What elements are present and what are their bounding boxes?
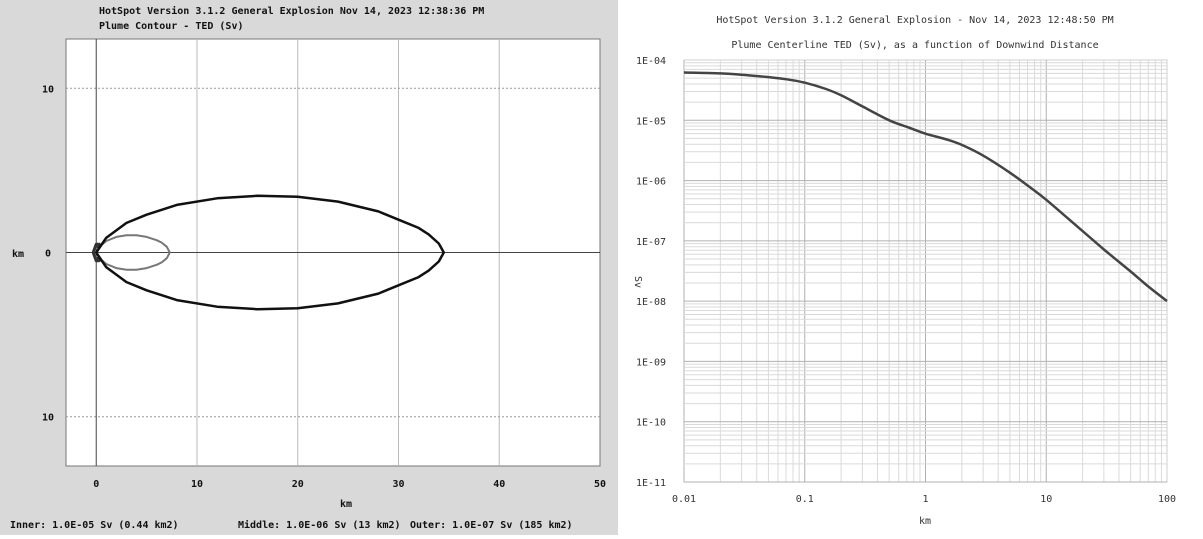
centerline-grid [683, 60, 1167, 483]
footer-middle-contour: Middle: 1.0E-06 Sv (13 km2) [238, 519, 401, 531]
contour-middle-curve [95, 234, 171, 271]
centerline-x-tick-label: 0.1 [796, 494, 814, 505]
centerline-y-tick-label: 1E-10 [636, 418, 666, 429]
centerline-x-axis-label: km [919, 516, 931, 527]
centerline-dose-line [683, 71, 1168, 303]
contour-y-axis-label: km [12, 249, 24, 260]
contour-chart-subtitle: Plume Contour - TED (Sv) [99, 21, 244, 32]
centerline-y-tick-label: 1E-07 [636, 237, 666, 248]
centerline-y-tick-label: 1E-11 [636, 478, 666, 489]
contour-y-tick-label: 10 [42, 84, 54, 95]
centerline-x-tick-label: 1 [922, 494, 928, 505]
centerline-panel: HotSpot Version 3.1.2 General Explosion … [621, 0, 1203, 535]
contour-grid [66, 39, 600, 466]
centerline-curve [683, 71, 1168, 303]
footer-outer-contour: Outer: 1.0E-07 Sv (185 km2) [410, 520, 573, 531]
centerline-chart: HotSpot Version 3.1.2 General Explosion … [632, 15, 1176, 527]
contour-y-tick-label: 10 [42, 413, 54, 424]
plume-contour-panel: HotSpot Version 3.1.2 General Explosion … [0, 0, 618, 535]
centerline-y-tick-label: 1E-09 [636, 357, 666, 368]
contour-x-tick-label: 40 [493, 479, 505, 490]
contour-outer-curve [94, 194, 446, 311]
contour-inner-curve [91, 242, 101, 263]
contour-tick-labels: 0 10 20 30 40 50 10 0 10 [42, 84, 606, 490]
contour-x-tick-label: 20 [292, 479, 304, 490]
centerline-tick-labels: 0.01 0.1 1 10 100 1E-04 1E-05 1E-06 1E-07 1E-08 1E… [636, 56, 1176, 505]
centerline-y-tick-label: 1E-08 [636, 297, 666, 308]
centerline-y-tick-label: 1E-05 [636, 116, 666, 127]
footer-inner-contour: Inner: 1.0E-05 Sv (0.44 km2) [10, 520, 179, 531]
contour-x-tick-label: 50 [594, 479, 606, 490]
contour-y-tick-label: 0 [45, 249, 51, 260]
contour-x-axis-label: km [340, 499, 352, 510]
centerline-x-tick-label: 0.01 [672, 494, 696, 505]
contour-x-tick-label: 30 [392, 479, 404, 490]
panel-divider [618, 0, 621, 535]
centerline-y-tick-label: 1E-06 [636, 177, 666, 188]
contour-chart-title: HotSpot Version 3.1.2 General Explosion … [99, 5, 484, 17]
centerline-y-tick-label: 1E-04 [636, 56, 666, 67]
centerline-x-tick-label: 10 [1040, 494, 1052, 505]
contour-x-tick-label: 0 [93, 479, 99, 490]
centerline-chart-title: HotSpot Version 3.1.2 General Explosion … [716, 15, 1113, 26]
centerline-x-tick-label: 100 [1158, 494, 1176, 505]
centerline-chart-subtitle: Plume Centerline TED (Sv), as a function… [731, 40, 1098, 51]
contour-x-tick-label: 10 [191, 479, 203, 490]
contour-curves [91, 194, 446, 311]
plume-contour-chart: HotSpot Version 3.1.2 General Explosion … [10, 5, 606, 531]
centerline-y-axis-label: Sv [632, 276, 643, 288]
